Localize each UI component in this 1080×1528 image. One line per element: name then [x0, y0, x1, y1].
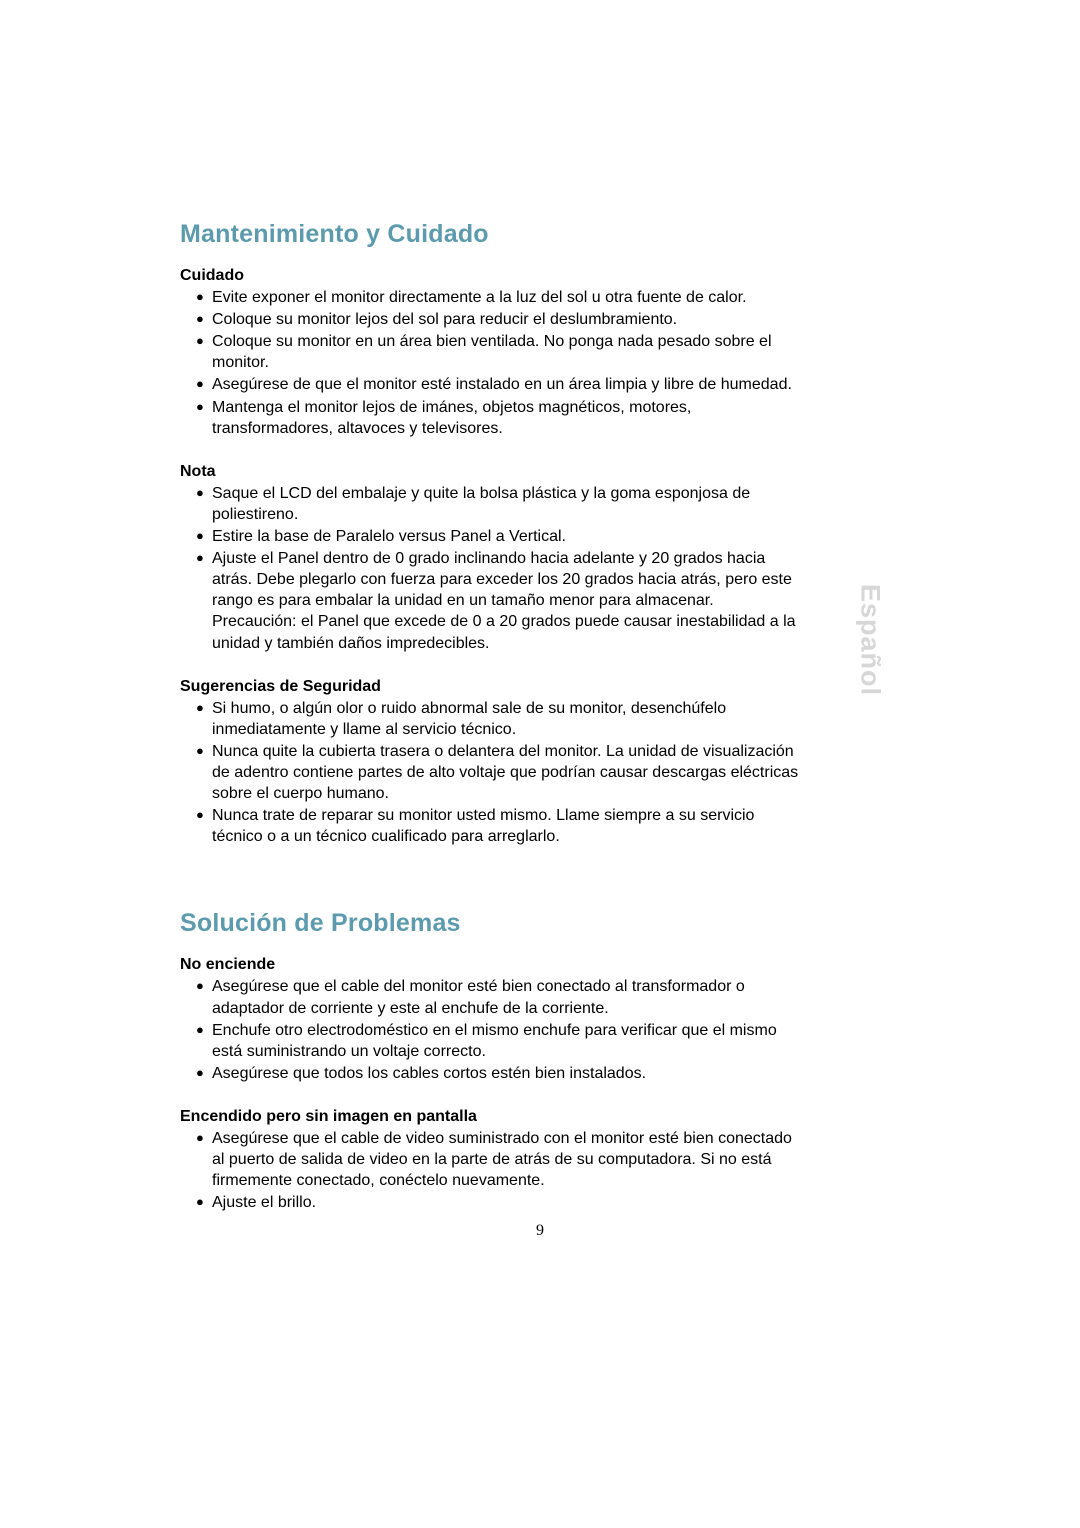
no-enciende-list: Asegúrese que el cable del monitor esté … [180, 976, 800, 1084]
list-item: Coloque su monitor en un área bien venti… [196, 331, 800, 373]
list-item: Enchufe otro electrodoméstico en el mism… [196, 1020, 800, 1062]
list-item: Asegúrese que todos los cables cortos es… [196, 1063, 800, 1084]
solucion-heading: Solución de Problemas [180, 909, 800, 938]
list-item: Ajuste el Panel dentro de 0 grado inclin… [196, 548, 800, 654]
list-item: Asegúrese que el cable de video suminist… [196, 1128, 800, 1191]
no-enciende-subheading: No enciende [180, 956, 800, 974]
list-item: Si humo, o algún olor o ruido abnormal s… [196, 698, 800, 740]
list-item: Nunca trate de reparar su monitor usted … [196, 805, 800, 847]
list-item: Asegúrese que el cable del monitor esté … [196, 976, 800, 1018]
list-item: Evite exponer el monitor directamente a … [196, 287, 800, 308]
cuidado-subheading: Cuidado [180, 267, 800, 285]
nota-subheading: Nota [180, 463, 800, 481]
list-item: Ajuste el brillo. [196, 1192, 800, 1213]
maintenance-heading: Mantenimiento y Cuidado [180, 220, 800, 249]
nota-list: Saque el LCD del embalaje y quite la bol… [180, 483, 800, 654]
page-number: 9 [0, 1222, 1080, 1240]
language-tab: Español [850, 575, 890, 705]
language-tab-label: Español [855, 584, 886, 696]
encendido-sin-imagen-subheading: Encendido pero sin imagen en pantalla [180, 1108, 800, 1126]
list-item: Estire la base de Paralelo versus Panel … [196, 526, 800, 547]
list-item: Saque el LCD del embalaje y quite la bol… [196, 483, 800, 525]
sugerencias-subheading: Sugerencias de Seguridad [180, 678, 800, 696]
list-item: Asegúrese de que el monitor esté instala… [196, 374, 800, 395]
cuidado-list: Evite exponer el monitor directamente a … [180, 287, 800, 439]
list-item: Coloque su monitor lejos del sol para re… [196, 309, 800, 330]
sugerencias-list: Si humo, o algún olor o ruido abnormal s… [180, 698, 800, 848]
encendido-sin-imagen-list: Asegúrese que el cable de video suminist… [180, 1128, 800, 1213]
list-item: Nunca quite la cubierta trasera o delant… [196, 741, 800, 804]
page-content: Mantenimiento y Cuidado Cuidado Evite ex… [180, 220, 800, 1237]
list-item: Mantenga el monitor lejos de imánes, obj… [196, 397, 800, 439]
